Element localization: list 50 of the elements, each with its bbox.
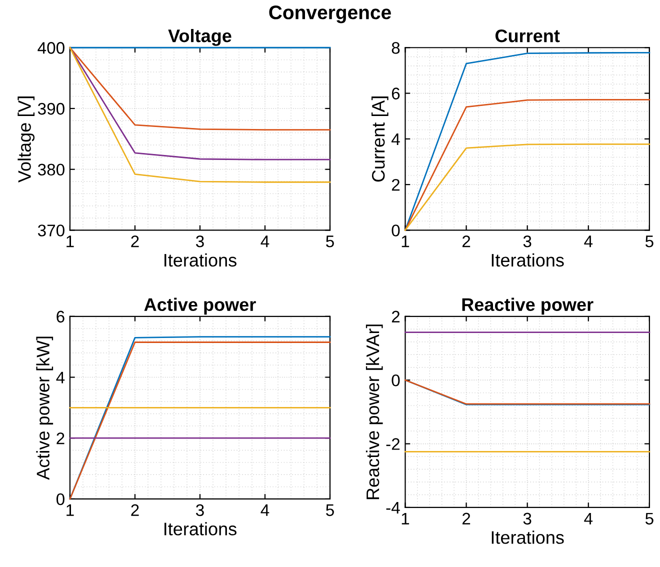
x-tick-label: 3 — [196, 236, 204, 248]
y-tick-label: 370 — [38, 224, 64, 236]
x-tick-label: 5 — [645, 236, 654, 248]
x-tick-label: 1 — [402, 512, 410, 524]
x-tick-label: 3 — [523, 236, 532, 248]
y-tick-label: 4 — [56, 372, 65, 384]
x-axis-title: Iterations — [492, 253, 564, 267]
y-tick-label: 2 — [392, 310, 400, 322]
y-tick-label: 390 — [38, 102, 64, 115]
x-tick-label: 4 — [584, 512, 593, 524]
x-axis-title: Iterations — [164, 253, 236, 267]
x-tick-label: 1 — [66, 504, 74, 516]
x-tick-label: 2 — [462, 236, 470, 248]
y-axis-title: Voltage [V] — [18, 96, 35, 182]
x-tick-label: 2 — [462, 512, 470, 524]
x-tick-label: 4 — [260, 504, 270, 516]
x-tick-label: 5 — [326, 504, 334, 516]
x-axis-title: Iterations — [492, 530, 564, 544]
y-tick-label: 4 — [391, 133, 400, 145]
x-tick-label: 5 — [645, 512, 654, 525]
chart-title: Reactive power — [462, 298, 594, 315]
y-axis-title: Reactive power [kVAr] — [366, 324, 383, 500]
y-tick-label: -4 — [386, 502, 400, 514]
x-tick-label: 4 — [260, 236, 270, 248]
x-tick-label: 1 — [66, 236, 74, 248]
y-tick-label: 0 — [392, 374, 400, 386]
y-axis-title: Current [A] — [372, 96, 388, 182]
y-tick-label: 0 — [392, 224, 400, 236]
x-tick-label: 5 — [326, 236, 334, 248]
x-axis-title: Iterations — [164, 522, 236, 536]
text: Convergence — [269, 6, 391, 24]
x-tick-label: 3 — [196, 504, 204, 516]
y-tick-label: 6 — [392, 88, 400, 100]
chart-title: Active power — [144, 298, 256, 315]
y-tick-label: 400 — [38, 42, 64, 54]
y-tick-label: 380 — [38, 164, 64, 176]
x-tick-label: 4 — [584, 236, 593, 248]
y-axis-title: Active power [kW] — [36, 336, 54, 480]
x-tick-label: 2 — [131, 236, 139, 248]
y-tick-label: 0 — [56, 493, 64, 506]
chart-title: Current — [495, 29, 560, 42]
y-tick-label: 8 — [392, 42, 400, 54]
x-tick-label: 3 — [523, 512, 532, 525]
x-tick-label: 2 — [131, 504, 139, 516]
x-tick-label: 1 — [402, 236, 410, 248]
y-tick-label: 2 — [56, 432, 64, 444]
y-tick-label: 6 — [56, 310, 64, 323]
chart-title: Voltage — [168, 28, 232, 46]
y-tick-label: -2 — [386, 438, 400, 450]
y-tick-label: 2 — [392, 178, 400, 191]
